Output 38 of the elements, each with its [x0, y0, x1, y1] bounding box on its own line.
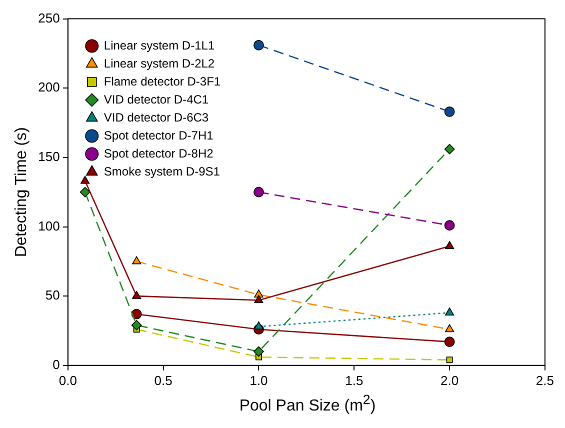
legend-label: Spot detector D-7H1 [104, 128, 214, 142]
x-tick-label: 2.5 [536, 372, 554, 388]
y-tick-label: 200 [38, 80, 60, 95]
x-tick-label: 2.0 [440, 372, 459, 388]
point [131, 320, 142, 330]
x-tick-label: 1.5 [345, 372, 364, 388]
point [444, 106, 455, 117]
point [444, 220, 455, 231]
point [446, 356, 453, 364]
point [254, 346, 264, 357]
point [444, 240, 454, 249]
x-tick-label: 1.0 [250, 372, 268, 388]
point [254, 295, 264, 304]
point [80, 186, 90, 198]
x-tick-label: 0.0 [58, 372, 77, 388]
x-tick-label: 0.5 [154, 372, 172, 388]
x-axis-title: Pool Pan Size (m$^{2}$) [238, 392, 377, 416]
legend-label: Flame detector D-3F1 [104, 74, 221, 88]
legend-label: Smoke system D-9S1 [104, 164, 220, 178]
point [254, 186, 264, 198]
y-tick-label: 150 [38, 149, 60, 164]
point [254, 40, 264, 50]
y-tick-label: 100 [38, 218, 60, 234]
y-axis-title: Detecting Time (s) [13, 127, 30, 258]
point [444, 144, 455, 154]
y-tick-label: 0 [52, 356, 60, 372]
y-tick-label: 250 [38, 10, 60, 26]
legend-label: Linear system D-1L1 [104, 38, 215, 52]
point [80, 176, 90, 184]
point [444, 336, 455, 348]
legend-label: Spot detector D-8H2 [104, 146, 214, 160]
legend-label: Linear system D-2L2 [104, 56, 215, 70]
point [444, 324, 454, 332]
legend-label: VID detector D-6C3 [104, 110, 209, 124]
point [132, 256, 142, 264]
point [132, 290, 142, 299]
legend-label: VID detector D-4C1 [104, 92, 209, 106]
y-tick-label: 50 [45, 288, 60, 303]
